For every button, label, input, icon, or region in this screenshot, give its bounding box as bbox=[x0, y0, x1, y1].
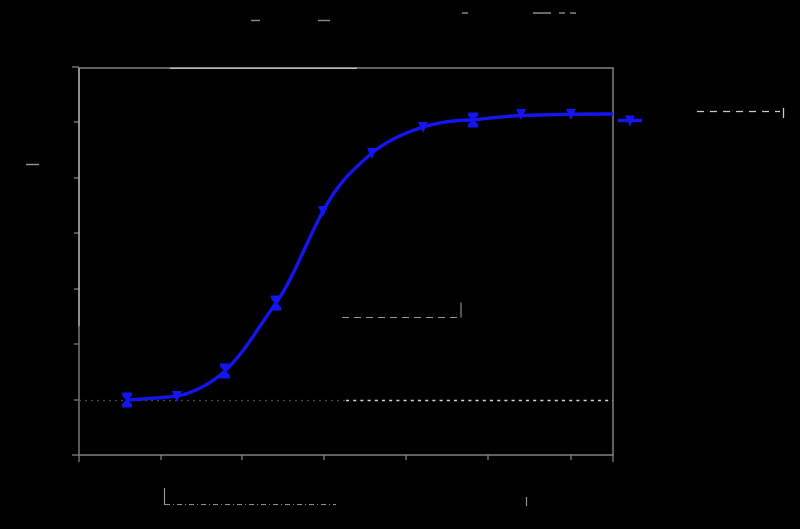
svg-text:IC50 = 3.2 μM: IC50 = 3.2 μM bbox=[340, 304, 403, 315]
svg-text:Treatment group B: Treatment group B bbox=[545, 12, 636, 24]
svg-text:Percent maximal response (%): Percent maximal response (%) bbox=[21, 170, 33, 320]
svg-text:Treatment group A: Treatment group A bbox=[400, 12, 491, 24]
svg-text:95% CI: 95% CI bbox=[655, 133, 681, 142]
svg-text:Non-linear fit: Non-linear fit bbox=[650, 113, 712, 125]
svg-text:Dose-response curve parameters: Dose-response curve parameters for compo… bbox=[175, 492, 366, 502]
svg-text:Vehicle control group: Vehicle control group bbox=[205, 12, 308, 24]
